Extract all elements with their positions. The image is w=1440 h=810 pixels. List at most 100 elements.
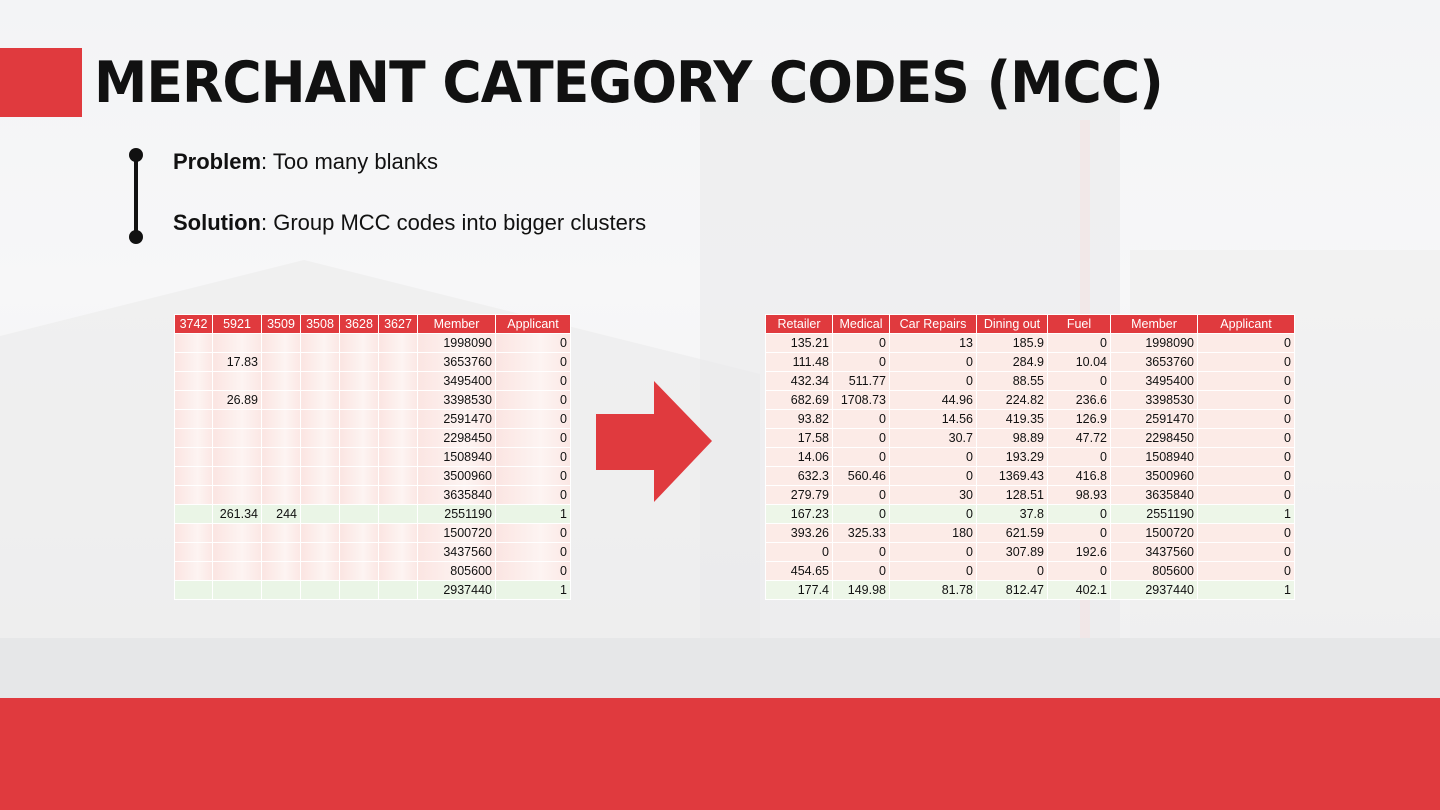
table-cell: 261.34 (212, 504, 262, 524)
table-cell: 167.23 (765, 504, 833, 524)
table-row: 454.65 0 0 0 0 805600 0 (765, 561, 1295, 581)
column-header: Fuel (1047, 314, 1111, 334)
title-accent-bar (0, 48, 82, 117)
table-cell (300, 542, 340, 562)
table-row: 26.89 3398530 0 (174, 390, 571, 410)
table-cell: 2937440 (1110, 580, 1198, 600)
table-cell: 3653760 (417, 352, 496, 372)
table-cell (378, 428, 418, 448)
table-cell: 0 (1197, 466, 1295, 486)
table-cell: 17.58 (765, 428, 833, 448)
table-cell: 0 (1197, 561, 1295, 581)
table-row: 261.34 244 2551190 1 (174, 504, 571, 524)
solution-label: Solution (173, 210, 261, 235)
table-cell: 236.6 (1047, 390, 1111, 410)
table-cell: 0 (889, 542, 977, 562)
table-cell (261, 371, 301, 391)
table-cell: 0 (1197, 523, 1295, 543)
table-cell: 0 (832, 409, 890, 429)
table-cell: 419.35 (976, 409, 1048, 429)
table-cell: 44.96 (889, 390, 977, 410)
table-cell (378, 466, 418, 486)
table-cell (378, 485, 418, 505)
table-row: 93.82 0 14.56 419.35 126.9 2591470 0 (765, 409, 1295, 429)
table-cell: 1 (1197, 580, 1295, 600)
table-cell (174, 466, 213, 486)
timeline-dot-top (129, 148, 143, 162)
table-row: 0 0 0 307.89 192.6 3437560 0 (765, 542, 1295, 562)
table-cell: 47.72 (1047, 428, 1111, 448)
table-cell (300, 504, 340, 524)
table-cell: 1998090 (417, 333, 496, 353)
table-cell: 0 (495, 352, 571, 372)
table-cell: 432.34 (765, 371, 833, 391)
table-cell: 0 (1197, 390, 1295, 410)
table-cell (300, 428, 340, 448)
table-cell (261, 409, 301, 429)
table-cell (261, 523, 301, 543)
table-cell: 244 (261, 504, 301, 524)
table-cell (174, 561, 213, 581)
table-row: 632.3 560.46 0 1369.43 416.8 3500960 0 (765, 466, 1295, 486)
table-cell: 193.29 (976, 447, 1048, 467)
table-cell: 0 (832, 333, 890, 353)
table-cell (378, 504, 418, 524)
table-cell: 0 (495, 409, 571, 429)
table-cell (339, 542, 379, 562)
table-cell: 14.56 (889, 409, 977, 429)
table-cell: 1508940 (1110, 447, 1198, 467)
table-cell: 0 (889, 561, 977, 581)
table-cell (300, 371, 340, 391)
table-cell (261, 561, 301, 581)
table-cell: 0 (495, 542, 571, 562)
table-cell (261, 542, 301, 562)
table-row: 2591470 0 (174, 409, 571, 429)
table-cell: 632.3 (765, 466, 833, 486)
table-cell (300, 390, 340, 410)
table-cell: 93.82 (765, 409, 833, 429)
table-cell (378, 390, 418, 410)
table-cell: 0 (832, 428, 890, 448)
table-cell (339, 371, 379, 391)
table-cell: 81.78 (889, 580, 977, 600)
table-row: 167.23 0 0 37.8 0 2551190 1 (765, 504, 1295, 524)
table-cell: 682.69 (765, 390, 833, 410)
table-cell (174, 352, 213, 372)
table-cell: 0 (495, 561, 571, 581)
table-cell: 0 (1197, 428, 1295, 448)
table-cell (261, 390, 301, 410)
table-cell (174, 504, 213, 524)
table-cell: 0 (889, 466, 977, 486)
table-cell: 307.89 (976, 542, 1048, 562)
table-cell (261, 333, 301, 353)
table-cell (174, 390, 213, 410)
table-cell: 2298450 (1110, 428, 1198, 448)
table-cell: 1500720 (417, 523, 496, 543)
table-row: 3500960 0 (174, 466, 571, 486)
table-cell: 185.9 (976, 333, 1048, 353)
table-row: 14.06 0 0 193.29 0 1508940 0 (765, 447, 1295, 467)
table-cell (378, 523, 418, 543)
table-cell: 560.46 (832, 466, 890, 486)
table-cell (339, 409, 379, 429)
table-cell: 3635840 (417, 485, 496, 505)
table-cell (300, 485, 340, 505)
table-cell (378, 580, 418, 600)
table-cell: 1500720 (1110, 523, 1198, 543)
table-cell (212, 447, 262, 467)
table-cell: 1369.43 (976, 466, 1048, 486)
table-cell: 37.8 (976, 504, 1048, 524)
table-cell: 0 (495, 523, 571, 543)
table-cell: 30.7 (889, 428, 977, 448)
table-cell: 0 (495, 390, 571, 410)
table-cell (339, 561, 379, 581)
table-cell (339, 504, 379, 524)
table-cell (261, 580, 301, 600)
table-cell: 2298450 (417, 428, 496, 448)
table-cell: 2551190 (417, 504, 496, 524)
table-cell: 98.93 (1047, 485, 1111, 505)
table-cell: 3653760 (1110, 352, 1198, 372)
table-cell: 128.51 (976, 485, 1048, 505)
problem-text: : Too many blanks (261, 149, 438, 174)
table-cell (339, 390, 379, 410)
